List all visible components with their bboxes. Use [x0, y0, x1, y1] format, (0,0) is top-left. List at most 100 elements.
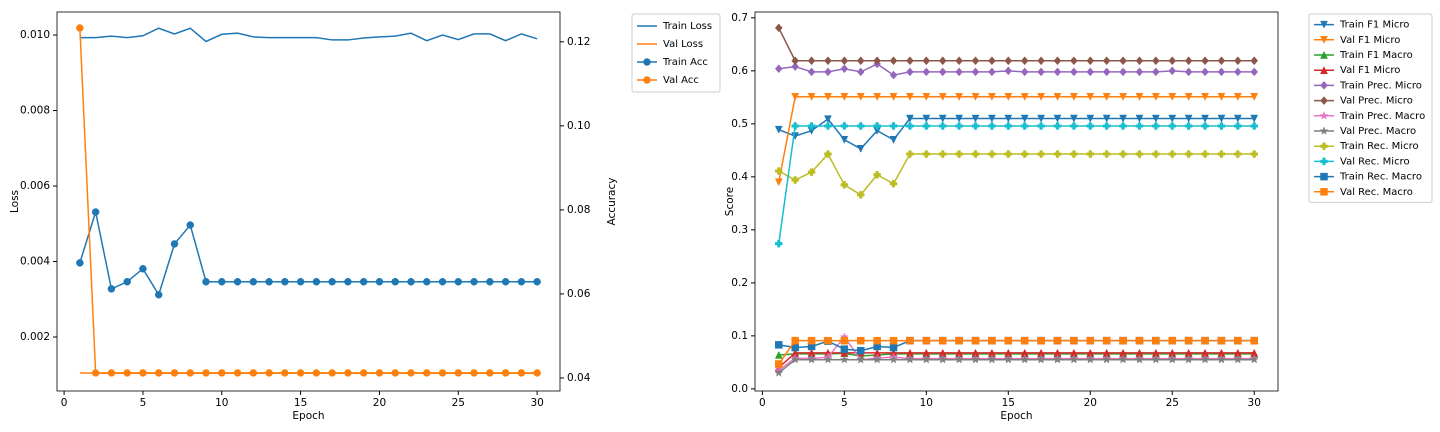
marker	[407, 369, 415, 377]
marker	[1070, 122, 1078, 130]
x-tick-label: 10	[215, 397, 228, 409]
marker	[922, 150, 931, 158]
series-line	[778, 96, 1255, 183]
marker	[988, 122, 996, 130]
marker	[906, 122, 914, 130]
marker	[856, 145, 865, 153]
legend-marker	[1319, 111, 1329, 120]
legend-label: Val F1 Micro	[1340, 35, 1400, 46]
marker	[921, 354, 931, 364]
marker	[1168, 336, 1177, 345]
marker	[774, 23, 783, 33]
marker	[1053, 67, 1062, 77]
y-tick-label: 0.008	[20, 105, 50, 117]
marker	[775, 360, 783, 368]
legend-label: Train Prec. Micro	[1339, 80, 1422, 91]
marker	[1020, 93, 1029, 101]
marker	[1102, 336, 1111, 345]
marker	[1135, 67, 1144, 77]
marker	[1070, 56, 1078, 66]
marker	[1234, 336, 1242, 345]
marker	[1234, 67, 1242, 77]
marker	[1152, 56, 1160, 66]
marker	[344, 369, 352, 377]
marker	[517, 278, 526, 286]
marker	[1004, 66, 1013, 76]
marker	[1069, 114, 1078, 123]
marker	[889, 179, 898, 188]
marker	[186, 221, 194, 229]
y-tick-label: 0.5	[731, 118, 748, 130]
marker	[971, 122, 980, 130]
x-tick-label: 15	[1002, 397, 1015, 409]
marker	[1135, 93, 1144, 101]
marker	[375, 278, 384, 286]
marker	[486, 278, 494, 286]
marker	[202, 278, 210, 286]
marker	[1151, 93, 1160, 101]
marker	[1102, 67, 1111, 77]
x-tick-label: 5	[140, 397, 147, 409]
marker	[971, 67, 980, 77]
legend-label: Val Rec. Micro	[1340, 156, 1410, 167]
y-tick-label: 0.6	[731, 65, 748, 77]
marker	[344, 278, 352, 286]
marker	[1217, 336, 1226, 345]
marker	[218, 278, 226, 286]
marker	[1102, 122, 1111, 130]
marker	[955, 67, 963, 77]
marker	[824, 67, 832, 77]
marker	[791, 122, 799, 130]
marker	[1152, 122, 1160, 130]
marker	[807, 122, 816, 130]
legend-label: Val Prec. Micro	[1340, 96, 1413, 107]
marker	[1151, 354, 1161, 364]
marker	[856, 122, 865, 130]
x-tick-label: 30	[530, 397, 543, 409]
legend-marker	[1320, 81, 1328, 90]
marker	[202, 369, 210, 377]
marker	[1119, 150, 1127, 158]
y-tick-label: 0.010	[20, 29, 50, 41]
legend-label: Train F1 Micro	[1339, 20, 1409, 31]
marker	[1070, 336, 1078, 345]
x-tick-label: 25	[1166, 397, 1179, 409]
x-tick-label: 15	[294, 397, 307, 409]
marker	[454, 278, 463, 286]
marker	[1036, 354, 1046, 364]
series-line	[778, 352, 1255, 357]
legend-label: Train Prec. Macro	[1339, 111, 1425, 122]
marker	[1217, 67, 1226, 77]
y-axis-label: Score	[724, 187, 736, 216]
marker	[791, 176, 799, 184]
marker	[1200, 354, 1210, 364]
legend-label: Val Prec. Macro	[1340, 126, 1416, 137]
marker	[807, 354, 817, 364]
marker	[1020, 122, 1029, 130]
marker	[1053, 93, 1062, 101]
marker	[1234, 122, 1242, 130]
y2-axis-label: Accuracy	[606, 178, 618, 226]
marker	[1020, 354, 1030, 364]
marker	[107, 285, 116, 293]
marker	[423, 369, 431, 377]
marker	[988, 336, 996, 345]
marker	[987, 354, 997, 364]
marker	[76, 24, 84, 32]
marker	[281, 278, 289, 286]
marker	[486, 369, 494, 377]
marker	[1020, 336, 1029, 345]
marker	[359, 278, 368, 286]
series-line	[79, 211, 538, 297]
legend-label: Train Rec. Macro	[1339, 172, 1422, 183]
marker	[1135, 122, 1144, 130]
axes-frame	[754, 11, 1279, 392]
marker	[501, 369, 510, 377]
marker	[1020, 150, 1029, 158]
marker	[265, 369, 273, 377]
marker	[1249, 354, 1259, 364]
marker	[840, 64, 849, 74]
marker	[775, 341, 783, 349]
marker	[1217, 93, 1226, 101]
